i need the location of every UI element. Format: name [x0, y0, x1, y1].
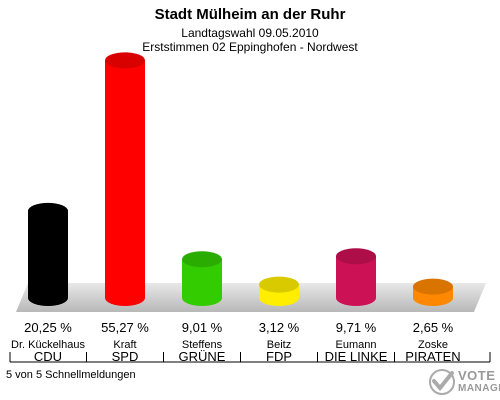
category-label-piraten: PIRATEN: [405, 349, 461, 364]
chart-district: Erststimmen 02 Eppinghofen - Nordwest: [142, 40, 358, 54]
logo-text-vote: VOTE: [458, 368, 496, 383]
chart-title: Stadt Mülheim an der Ruhr: [154, 6, 346, 23]
candidate-label-gr-ne: Steffens: [181, 339, 223, 351]
bar-cdu-body: [28, 210, 68, 306]
value-label-cdu: 20,25 %: [24, 320, 72, 335]
value-label-piraten: 2,65 %: [412, 320, 454, 335]
candidate-label-fdp: Beitz: [266, 339, 292, 351]
bar-cdu-top: [28, 202, 68, 219]
category-label-gr-ne: GRÜNE: [178, 349, 226, 364]
bar-spd-top: [105, 52, 145, 69]
value-label-spd: 55,27 %: [101, 320, 149, 335]
candidate-label-piraten: Zoske: [418, 339, 448, 351]
candidate-label-spd: Kraft: [113, 339, 137, 351]
bar-die-linke-body: [336, 256, 376, 306]
logo-text-manager: MANAGER: [458, 383, 500, 394]
chart-subtitle: Landtagswahl 09.05.2010: [181, 26, 319, 40]
bar-spd: [105, 52, 145, 306]
bar-fdp-top: [259, 276, 299, 293]
category-label-fdp: FDP: [266, 349, 292, 364]
candidate-label-cdu: Dr. Kückelhaus: [11, 339, 85, 351]
bar-gr-ne: [182, 251, 222, 306]
vote-manager-logo: [429, 369, 455, 395]
bar-die-linke-top: [336, 248, 376, 265]
category-label-spd: SPD: [111, 349, 139, 364]
bar-gr-ne-top: [182, 251, 222, 268]
bar-gr-ne-body: [182, 259, 222, 306]
bar-die-linke: [336, 248, 376, 306]
category-label-die-linke: DIE LINKE: [324, 349, 388, 364]
bar-cdu: [28, 202, 68, 306]
value-label-gr-ne: 9,01 %: [181, 320, 223, 335]
candidate-label-die-linke: Eumann: [335, 339, 377, 351]
bar-spd-body: [105, 60, 145, 306]
value-label-die-linke: 9,71 %: [335, 320, 377, 335]
reports-count: 5 von 5 Schnellmeldungen: [6, 369, 136, 381]
bar-piraten: [413, 278, 453, 306]
bar-fdp: [259, 276, 299, 306]
bar-piraten-top: [413, 278, 453, 295]
category-label-cdu: CDU: [33, 349, 63, 364]
value-label-fdp: 3,12 %: [258, 320, 300, 335]
